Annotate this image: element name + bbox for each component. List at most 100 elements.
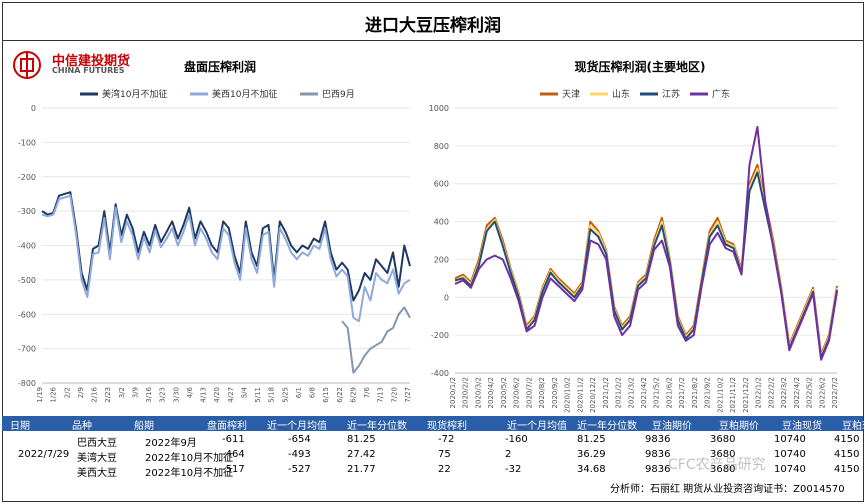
page-title: 进口大豆压榨利润 <box>365 16 501 36</box>
table-header-cell: 盘面榨利 <box>207 421 247 432</box>
table-cell: 10740 <box>774 464 806 475</box>
table-cell: -493 <box>288 449 311 460</box>
table-cell: 34.68 <box>577 464 606 475</box>
table-cell: -611 <box>222 434 245 445</box>
x-tick-label: 2020/7/2 <box>525 377 533 408</box>
x-tick-label: 2022/7/2 <box>831 377 839 408</box>
x-tick-label: 2020/10/2 <box>564 377 572 413</box>
x-tick-label: 3/30 <box>172 387 180 403</box>
table-cell: -527 <box>288 464 311 475</box>
table-header-cell: 豆油现货 <box>782 421 822 432</box>
x-tick-label: 3/9 <box>131 387 139 398</box>
x-tick-label: 4/6 <box>186 386 194 398</box>
y-tick-label: -500 <box>18 276 36 285</box>
series-line-2 <box>454 171 838 359</box>
y-tick-label: -700 <box>18 345 36 354</box>
table-cell: 2022年10月不加征 <box>145 468 234 479</box>
table-header-cell: 豆粕期价 <box>719 421 759 432</box>
x-tick-label: 2021/8/2 <box>691 377 699 408</box>
x-tick-label: 6/22 <box>336 387 344 403</box>
x-tick-label: 7/20 <box>390 387 398 403</box>
x-tick-label: 4/13 <box>200 387 208 403</box>
right-chart-title: 现货压榨利润(主要地区) <box>574 60 706 74</box>
table-cell: 21.77 <box>347 464 376 475</box>
y-tick-label: 600 <box>434 180 449 189</box>
title-bar: 进口大豆压榨利润 <box>2 2 864 41</box>
x-tick-label: 4/27 <box>227 387 235 403</box>
legend-label: 山东 <box>612 88 630 100</box>
series-line-1 <box>454 167 838 357</box>
table-header-cell: 近一个月均值 <box>507 421 567 432</box>
table-header-cell: 近一年分位数 <box>577 421 637 432</box>
table-header-cell: 品种 <box>72 421 92 432</box>
x-tick-label: 2021/2/2 <box>615 377 623 408</box>
series-line-0 <box>41 191 411 302</box>
y-tick-label: 800 <box>434 142 449 151</box>
table-cell: 3680 <box>710 449 736 460</box>
y-tick-label: 200 <box>434 255 449 264</box>
table-cell: 美西大豆 <box>77 468 117 479</box>
legend-label: 天津 <box>562 89 580 100</box>
x-tick-label: 2021/6/2 <box>665 377 673 408</box>
y-tick-label: -300 <box>18 207 36 216</box>
x-tick-label: 2020/8/2 <box>538 377 546 408</box>
watermark: CFC农产品研究 <box>668 457 766 473</box>
x-tick-label: 2021/12/2 <box>742 377 750 413</box>
x-tick-label: 7/6 <box>363 386 371 398</box>
y-tick-label: 1000 <box>429 104 449 113</box>
x-tick-label: 7/13 <box>377 387 385 403</box>
x-tick-label: 5/18 <box>268 387 276 403</box>
x-tick-label: 2021/9/2 <box>704 377 712 408</box>
table-cell: 3680 <box>710 464 736 475</box>
x-tick-label: 2020/6/2 <box>513 377 521 408</box>
table-cell: 巴西大豆 <box>77 438 117 449</box>
table-cell: -160 <box>505 434 528 445</box>
x-tick-label: 2021/4/2 <box>640 377 648 408</box>
table-cell: 22 <box>438 464 451 475</box>
x-tick-label: 2021/3/2 <box>627 377 635 408</box>
table-cell: 81.25 <box>577 434 606 445</box>
y-tick-label: -200 <box>18 173 36 182</box>
table-cell: 2022年9月 <box>145 438 197 449</box>
logo-cn: 中信建投期货 <box>52 54 131 69</box>
y-tick-label: -200 <box>431 331 449 340</box>
x-tick-label: 6/29 <box>349 387 357 403</box>
table-cell: 75 <box>438 449 451 460</box>
table-cell: 10740 <box>774 449 806 460</box>
x-tick-label: 2/9 <box>77 387 85 398</box>
table-cell: 2 <box>505 449 512 460</box>
x-tick-label: 2022/4/2 <box>793 377 801 408</box>
x-tick-label: 1/26 <box>50 386 58 402</box>
logo: 中信建投期货 CHINA FUTURES <box>12 50 132 80</box>
x-tick-label: 6/15 <box>322 387 330 403</box>
table-cell: -654 <box>288 434 311 445</box>
x-tick-label: 6/8 <box>309 387 317 398</box>
table-header-cell: 豆油期价 <box>652 421 692 432</box>
table-cell: 4150 <box>834 449 860 460</box>
x-tick-label: 3/16 <box>145 386 153 402</box>
table-date: 2022/7/29 <box>18 449 70 460</box>
series-line-1 <box>41 194 411 323</box>
table-header: 日期 品种 船期 盘面榨利 近一个月均值 近一年分位数 现货榨利 近一个月均值 近一年分位数 豆油… <box>2 416 865 432</box>
table-cell: 27.42 <box>347 449 376 460</box>
logo-en: CHINA FUTURES <box>52 66 125 75</box>
x-tick-label: 2021/10/2 <box>716 377 724 413</box>
table-cell: -517 <box>222 464 245 475</box>
y-tick-label: -400 <box>431 369 449 378</box>
x-tick-label: 2020/9/2 <box>551 377 559 408</box>
table-cell: 4150 <box>834 464 860 475</box>
x-tick-label: 6/1 <box>295 387 303 398</box>
table-cell: 9836 <box>645 434 671 445</box>
x-tick-label: 2020/3/2 <box>474 377 482 408</box>
table-cell: -32 <box>505 464 522 475</box>
legend-label: 美湾10月不加征 <box>102 88 167 100</box>
x-tick-label: 2020/12/2 <box>589 377 597 413</box>
x-tick-label: 2022/5/2 <box>806 377 814 408</box>
y-tick-label: -100 <box>18 138 36 147</box>
x-tick-label: 3/23 <box>159 387 167 403</box>
x-tick-label: 2022/2/2 <box>767 377 775 408</box>
content-frame <box>2 40 864 502</box>
table-cell: 2022年10月不加征 <box>145 453 234 464</box>
